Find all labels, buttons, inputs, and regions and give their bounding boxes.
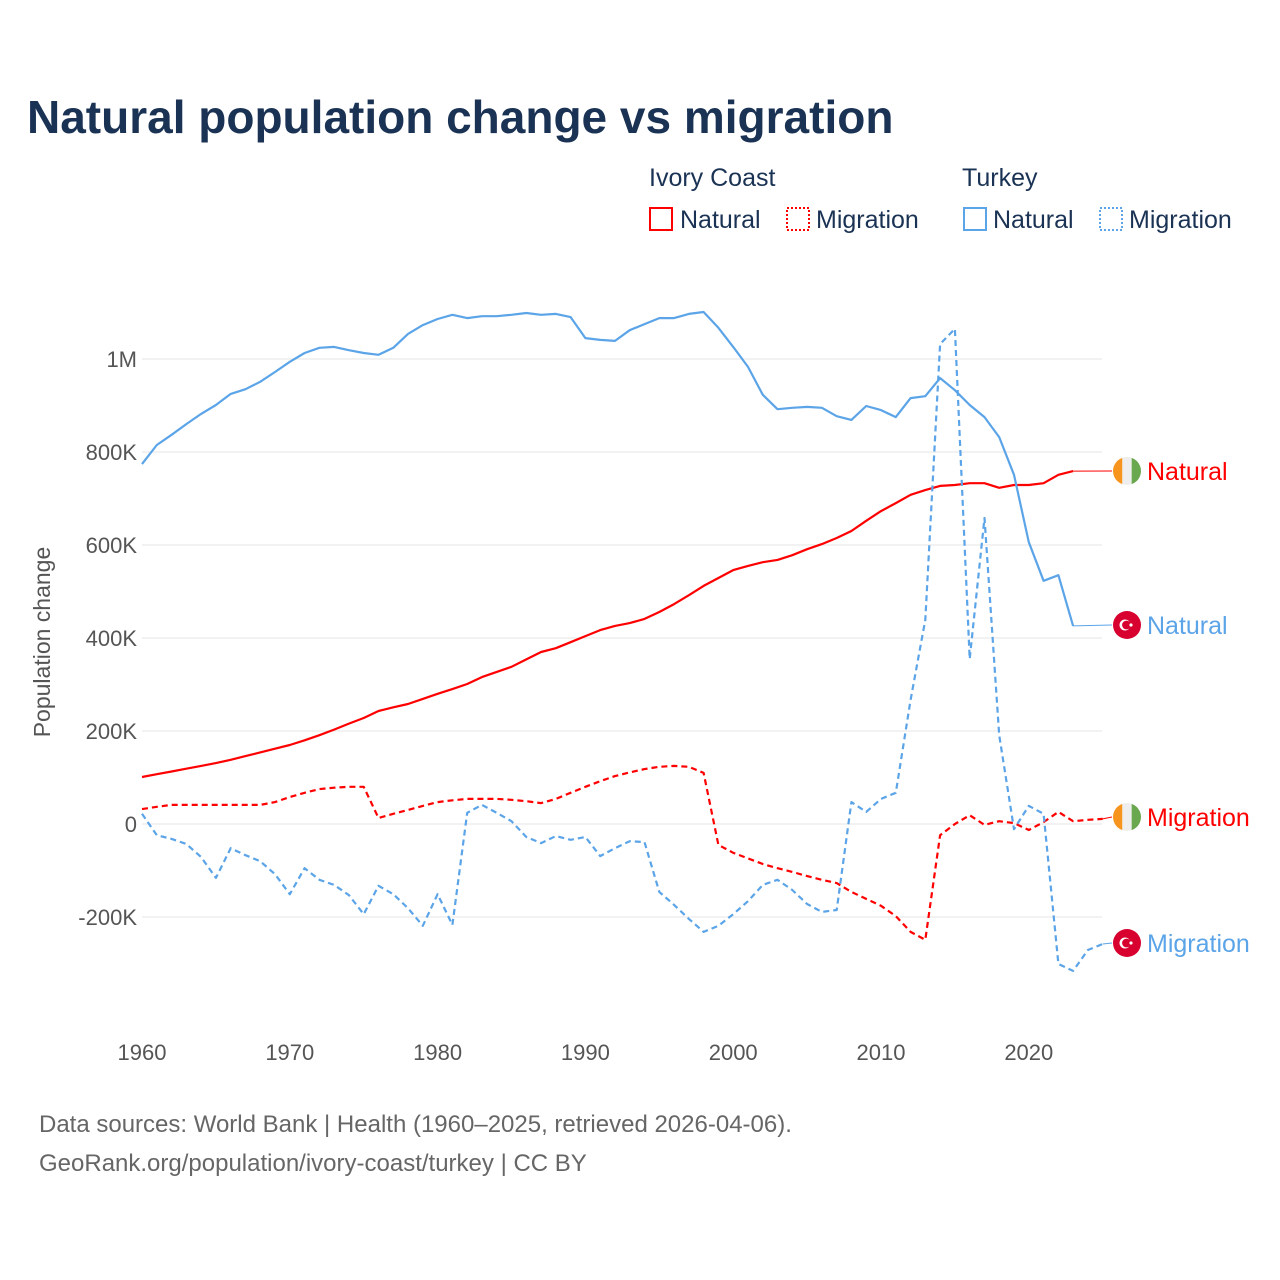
series-lines xyxy=(141,310,1104,972)
legend-swatch-turkey-natural xyxy=(963,207,987,231)
legend-group-ivory-coast: Ivory Coast xyxy=(649,164,775,192)
legend-label-turkey-natural[interactable]: Natural xyxy=(993,206,1074,234)
x-tick-label: 2010 xyxy=(857,1040,906,1065)
y-tick-label: 600K xyxy=(86,533,138,558)
legend-swatch-ivory-natural xyxy=(649,207,673,231)
y-tick-label: 200K xyxy=(86,719,138,744)
chart-title: Natural population change vs migration xyxy=(27,91,893,143)
y-tick-label: 0 xyxy=(125,812,137,837)
series-line-turkey-migration[interactable] xyxy=(141,327,1104,972)
x-tick-label: 2020 xyxy=(1004,1040,1053,1065)
x-tick-label: 1960 xyxy=(118,1040,167,1065)
y-tick-label: 1M xyxy=(106,347,137,372)
x-tick-label: 2000 xyxy=(709,1040,758,1065)
ivory-coast-flag-icon xyxy=(1113,803,1141,831)
y-tick-label: 800K xyxy=(86,440,138,465)
end-label: Migration xyxy=(1147,930,1250,958)
x-tick-label: 1980 xyxy=(413,1040,462,1065)
y-ticks: -200K 0 200K 400K 600K 800K 1M xyxy=(78,347,137,930)
legend-swatch-turkey-migration xyxy=(1099,207,1123,231)
turkey-flag-icon xyxy=(1113,929,1141,957)
label-connector xyxy=(1073,624,1113,627)
turkey-flag-icon xyxy=(1113,611,1141,639)
end-labels: Natural Migration Natural Migration xyxy=(1073,457,1250,958)
x-tick-label: 1970 xyxy=(265,1040,314,1065)
legend-label-turkey-migration[interactable]: Migration xyxy=(1129,206,1232,234)
end-label: Natural xyxy=(1147,458,1228,486)
legend-label-ivory-migration[interactable]: Migration xyxy=(816,206,919,234)
end-label: Natural xyxy=(1147,612,1228,640)
legend: Ivory Coast Turkey Natural Migration Nat… xyxy=(649,164,1232,234)
legend-swatch-ivory-migration xyxy=(786,207,810,231)
y-tick-label: 400K xyxy=(86,626,138,651)
series-line-ivory-coast-natural[interactable] xyxy=(141,470,1074,779)
series-line-turkey-natural[interactable] xyxy=(141,310,1075,627)
x-tick-label: 1990 xyxy=(561,1040,610,1065)
label-connector xyxy=(1102,942,1113,945)
legend-group-turkey: Turkey xyxy=(962,164,1038,192)
grid xyxy=(142,358,1102,918)
legend-label-ivory-natural[interactable]: Natural xyxy=(680,206,761,234)
source-link[interactable]: GeoRank.org/population/ivory-coast/turke… xyxy=(39,1150,587,1177)
end-label: Migration xyxy=(1147,804,1250,832)
y-tick-label: -200K xyxy=(78,905,137,930)
source-note: Data sources: World Bank | Health (1960–… xyxy=(39,1111,792,1138)
ivory-coast-flag-icon xyxy=(1113,457,1141,485)
label-connector xyxy=(1102,816,1113,820)
x-ticks: 1960 1970 1980 1990 2000 2010 2020 xyxy=(118,1040,1054,1065)
y-axis-label: Population change xyxy=(29,547,55,738)
series-line-ivory-coast-migration[interactable] xyxy=(141,764,1103,941)
